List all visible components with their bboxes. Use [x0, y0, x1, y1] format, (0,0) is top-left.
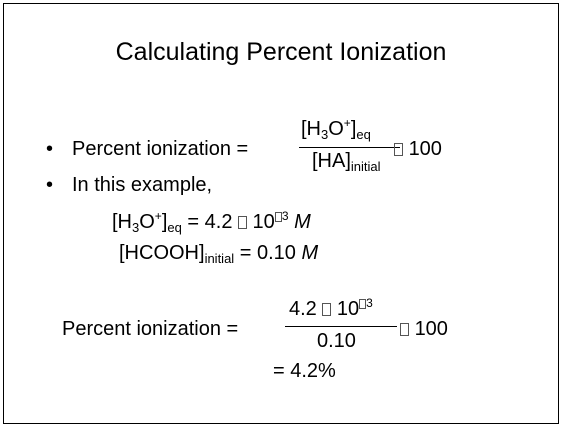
formula-numerator: [H3O+]eq — [301, 116, 371, 142]
missing-glyph-box — [400, 323, 409, 336]
example-label: In this example, — [72, 174, 212, 197]
formula-denominator: [HA]initial — [312, 150, 381, 174]
bullet-dot: • — [46, 174, 53, 197]
slide: Calculating Percent Ionization • Percent… — [3, 3, 559, 424]
equation-hydronium: [H3O+]eq = 4.2 10 3 M — [112, 209, 311, 235]
calc-fraction-bar — [285, 326, 397, 327]
equation-formic-acid: [HCOOH]initial = 0.10 M — [119, 242, 318, 266]
formula-fraction-bar — [299, 147, 400, 148]
missing-glyph-box — [275, 212, 282, 222]
formula-multiplier: 100 — [394, 138, 442, 161]
bullet-dot: • — [46, 138, 53, 161]
calc-numerator: 4.2 10 3 — [289, 296, 373, 321]
formula-label: Percent ionization = — [72, 138, 248, 161]
missing-glyph-box — [394, 143, 403, 156]
missing-glyph-box — [322, 303, 331, 316]
calc-result: = 4.2% — [273, 360, 336, 383]
calc-denominator: 0.10 — [317, 330, 356, 353]
calc-multiplier: 100 — [400, 318, 448, 341]
calc-label: Percent ionization = — [62, 318, 238, 341]
missing-glyph-box — [238, 216, 247, 229]
slide-title: Calculating Percent Ionization — [4, 38, 558, 67]
